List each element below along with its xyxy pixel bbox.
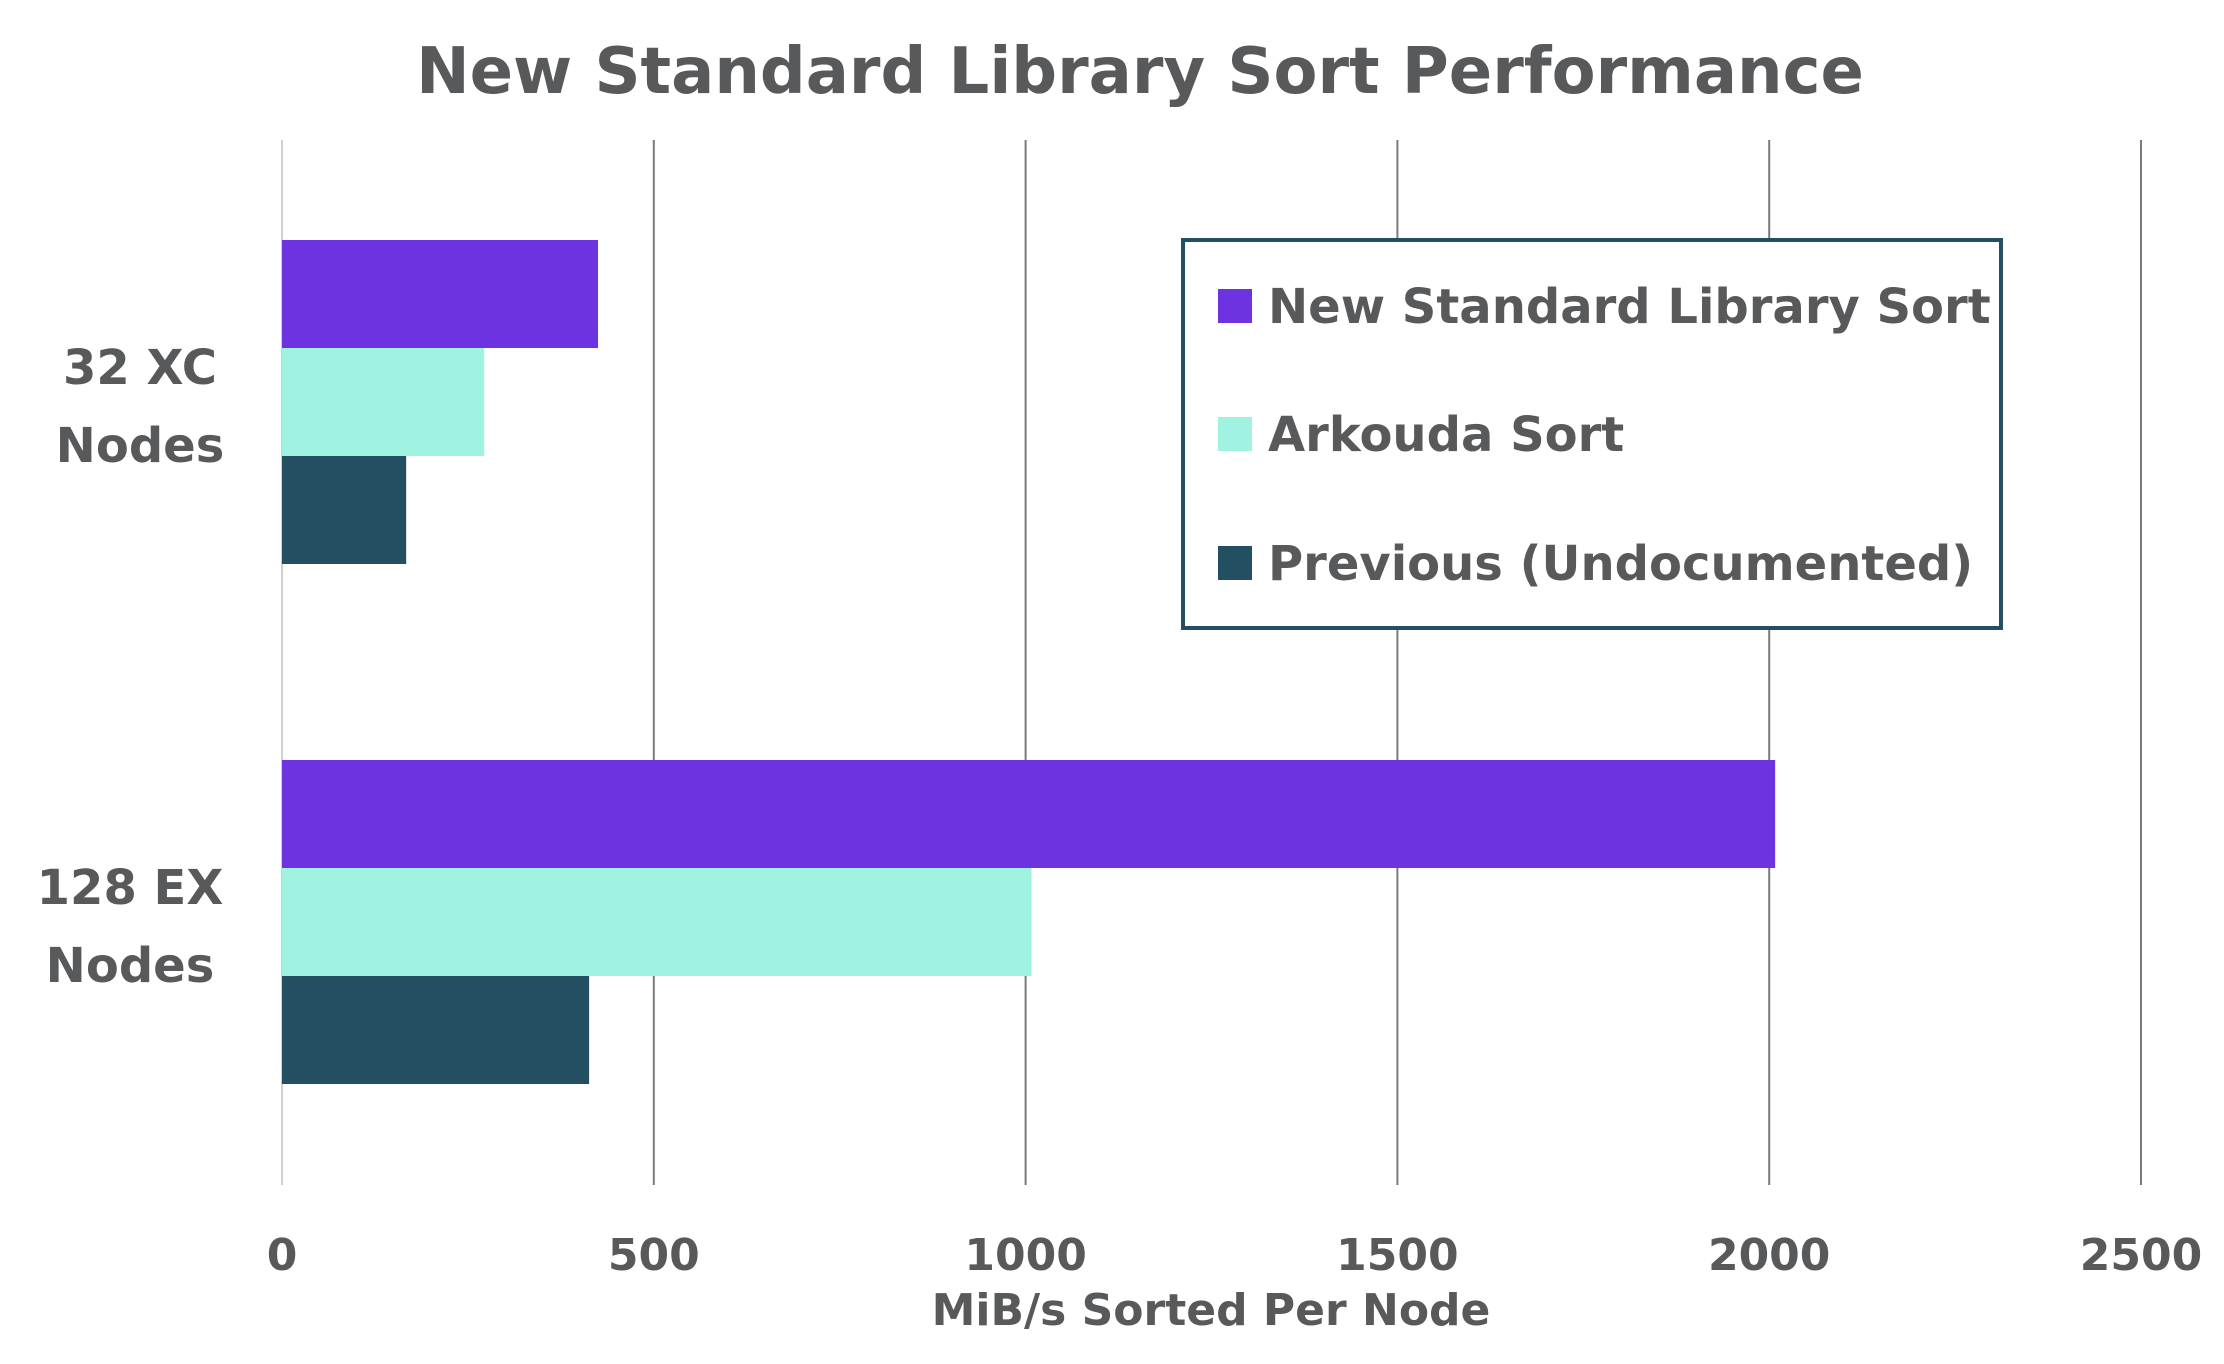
category-label: 32 XC Nodes xyxy=(56,340,225,474)
x-tick-label: 1500 xyxy=(1336,1230,1458,1281)
legend-swatch xyxy=(1218,289,1252,323)
x-tick-label: 500 xyxy=(608,1230,700,1281)
legend-label: Previous (Undocumented) xyxy=(1268,536,1973,592)
x-tick-label: 1000 xyxy=(964,1230,1086,1281)
value-axis-ticks: 0 500 1000 1500 2000 2500 xyxy=(267,1230,2203,1281)
x-tick-label: 2000 xyxy=(1708,1230,1830,1281)
x-axis-label: MiB/s Sorted Per Node xyxy=(932,1285,1491,1336)
legend-swatch xyxy=(1218,546,1252,580)
bar xyxy=(282,348,485,456)
bar xyxy=(282,760,1776,868)
bars xyxy=(282,240,1776,1084)
bar xyxy=(282,240,599,348)
category-axis: 32 XC Nodes 128 EX Nodes xyxy=(37,340,225,994)
legend-box xyxy=(1181,238,2003,630)
legend-label: New Standard Library Sort xyxy=(1268,279,1991,335)
bar xyxy=(282,868,1032,976)
legend-swatch xyxy=(1218,417,1252,451)
bar xyxy=(282,456,407,564)
bar xyxy=(282,976,590,1084)
x-tick-label: 2500 xyxy=(2080,1230,2202,1281)
category-label: 128 EX Nodes xyxy=(37,860,224,994)
chart-title: New Standard Library Sort Performance xyxy=(416,35,1864,109)
legend: New Standard Library Sort Arkouda Sort Pre… xyxy=(1181,238,2003,630)
x-tick-label: 0 xyxy=(267,1230,298,1281)
legend-label: Arkouda Sort xyxy=(1268,407,1624,463)
